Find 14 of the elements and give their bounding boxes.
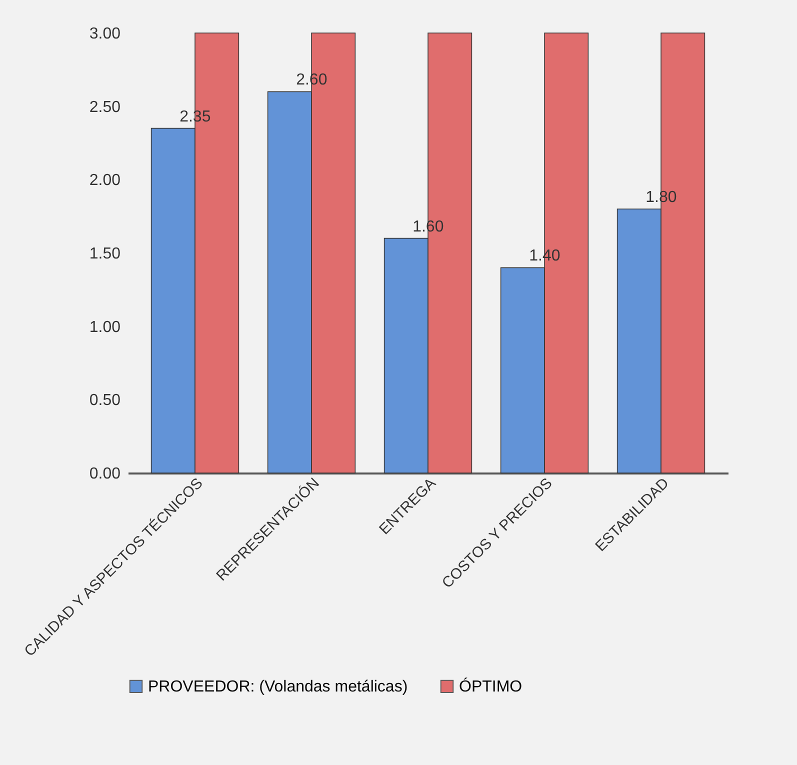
data-label: 1.80 bbox=[646, 189, 677, 206]
data-label: 2.35 bbox=[180, 108, 211, 126]
data-label: 1.40 bbox=[529, 248, 560, 265]
y-tick-label: 0.50 bbox=[89, 392, 121, 410]
y-tick-label: 1.00 bbox=[89, 318, 121, 336]
y-tick-label: 0.00 bbox=[89, 466, 121, 482]
legend-label: PROVEEDOR: (Volandas metálicas) bbox=[148, 678, 408, 696]
data-label: 1.60 bbox=[412, 218, 444, 236]
y-tick-label: 2.50 bbox=[89, 98, 121, 116]
y-tick-label: 2.00 bbox=[89, 172, 121, 190]
y-tick-label: 1.50 bbox=[89, 246, 121, 262]
y-tick-label: 3.00 bbox=[89, 26, 121, 42]
data-label: 2.60 bbox=[296, 72, 328, 89]
legend-label: ÓPTIMO bbox=[459, 677, 522, 696]
